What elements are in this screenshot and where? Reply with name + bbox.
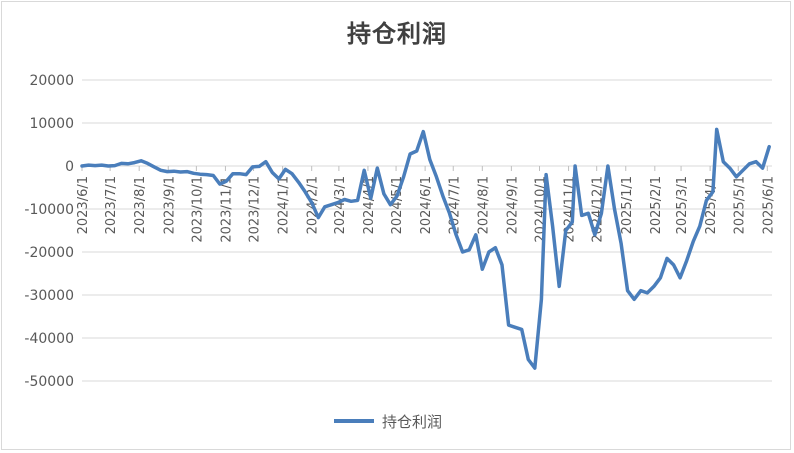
x-tick-label: 2024/3/1 xyxy=(333,176,348,234)
y-tick-label: -30000 xyxy=(24,288,74,304)
y-tick-label: -20000 xyxy=(24,245,74,261)
y-tick-label: 0 xyxy=(65,159,74,175)
legend-swatch xyxy=(334,419,374,423)
x-tick-label: 2025/3/1 xyxy=(675,176,690,234)
x-tick-label: 2024/12/1 xyxy=(591,176,606,243)
x-tick-label: 2024/1/1 xyxy=(277,176,292,234)
x-tick-label: 2024/8/1 xyxy=(476,176,491,234)
y-tick-label: 20000 xyxy=(29,73,74,89)
x-tick-label: 2025/4/1 xyxy=(704,176,719,234)
legend-label: 持仓利润 xyxy=(382,412,443,431)
x-tick-label: 2023/12/1 xyxy=(248,176,263,243)
x-tick-label: 2025/1/1 xyxy=(620,176,635,234)
x-tick-label: 2023/9/1 xyxy=(162,176,177,234)
series-layer xyxy=(80,127,771,370)
y-tick-label: 10000 xyxy=(29,116,74,132)
x-tick-label: 2023/6/1 xyxy=(76,176,91,234)
x-tick-label: 2023/8/1 xyxy=(133,176,148,234)
x-tick-label: 2024/6/1 xyxy=(419,176,434,234)
x-tick-label: 2024/5/1 xyxy=(390,176,405,234)
x-tick-label: 2023/10/1 xyxy=(190,176,205,243)
x-tick-label: 2025/6/1 xyxy=(761,176,776,234)
x-axis-ticks: 2023/6/1 2023/7/1 2023/8/1 2023/9/1 2023/10/… xyxy=(76,166,776,243)
x-tick-label: 2023/7/1 xyxy=(104,176,119,234)
y-tick-label: -10000 xyxy=(24,202,74,218)
y-axis-ticks: 20000 10000 0 -10000 -20000 -30000 -40000 -5000… xyxy=(24,73,74,390)
gridlines xyxy=(82,79,772,382)
y-tick-label: -50000 xyxy=(24,374,74,390)
y-tick-label: -40000 xyxy=(24,331,74,347)
x-tick-label: 2023/11/1 xyxy=(219,176,234,243)
x-tick-label: 2025/5/1 xyxy=(732,176,747,234)
x-tick-label: 2024/9/1 xyxy=(505,176,520,234)
series-line xyxy=(80,127,771,370)
chart-title: 持仓利润 xyxy=(347,20,447,48)
x-tick-label: 2025/2/1 xyxy=(649,176,664,234)
legend: 持仓利润 xyxy=(334,411,442,431)
